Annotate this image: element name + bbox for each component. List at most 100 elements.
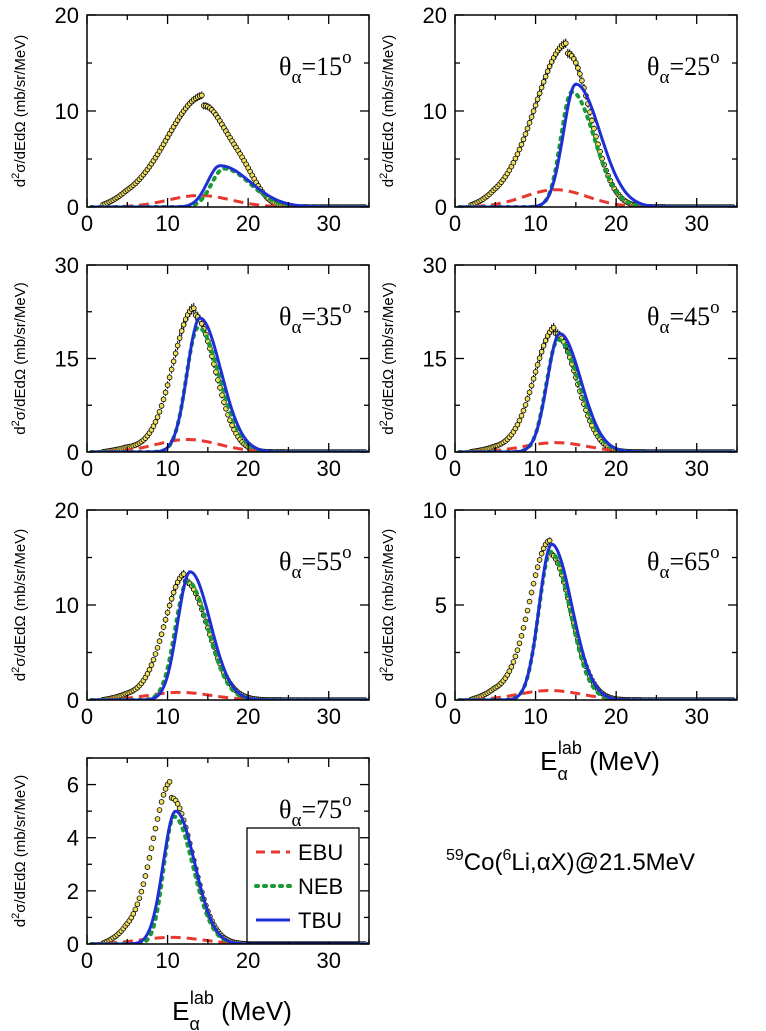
y-tick-label: 6 [67, 773, 79, 798]
exp-point [170, 358, 177, 365]
y-axis-label: d2σ/dEdΩ (mb/sr/MeV) [378, 282, 397, 434]
curve-tbu [459, 332, 737, 452]
theta: θ [279, 547, 291, 576]
x-tick-label: 20 [236, 948, 260, 973]
exp-point [516, 146, 523, 153]
angle-value: =55 [301, 547, 342, 576]
theta: θ [279, 302, 291, 331]
exp-point [180, 321, 187, 328]
ylabel-sup: 2 [378, 667, 390, 673]
exp-point [180, 571, 187, 577]
exp-point [168, 595, 175, 602]
x-tick-label: 10 [155, 704, 179, 729]
exp-point [575, 65, 581, 71]
y-tick-label: 0 [435, 688, 447, 713]
plot-frame [86, 509, 370, 701]
exp-point [540, 79, 547, 85]
exp-point [528, 589, 535, 596]
exp-point [146, 855, 153, 861]
exp-point [532, 102, 539, 108]
exp-point [172, 584, 179, 590]
exp-point [532, 572, 539, 578]
exp-point [530, 375, 537, 382]
exp-point [156, 638, 163, 644]
angle-value: =65 [669, 547, 710, 576]
exp-point [532, 368, 539, 375]
exp-point [518, 141, 525, 148]
x-tick-label: 30 [684, 704, 708, 729]
x-tick-label: 30 [316, 704, 340, 729]
panel-55: 0 10 20 30 0 10 20 d2σ/dEdΩ (mb/sr/MeV) θα=55o [10, 498, 370, 729]
y-tick-label: 30 [55, 253, 79, 278]
exp-point [542, 73, 549, 80]
y-tick-label: 0 [67, 688, 79, 713]
exp-point [577, 71, 583, 77]
xlabel-unit: (MeV) [582, 746, 660, 776]
ylabel-d: d [380, 673, 397, 681]
ylabel-main: σ/dEdΩ (mb/sr/MeV) [380, 35, 397, 173]
x-tick-label: 20 [236, 704, 260, 729]
degree: o [342, 790, 352, 811]
degree: o [710, 542, 720, 563]
ylabel-sup: 2 [10, 913, 22, 919]
theory-curves [89, 570, 369, 700]
exp-data-points [100, 91, 368, 207]
x-tick-label: 10 [155, 211, 179, 236]
plot-frame [86, 264, 370, 453]
x-tick-label: 20 [604, 456, 628, 481]
theory-curves [89, 316, 369, 452]
theta: θ [647, 547, 659, 576]
exp-point [514, 647, 521, 653]
exp-point [132, 906, 139, 913]
exp-point [162, 616, 169, 623]
ylabel-sup: 2 [10, 667, 22, 673]
x-tick-label: 20 [236, 211, 260, 236]
exp-point [522, 616, 529, 623]
exp-point [536, 355, 543, 361]
exp-point [166, 374, 173, 381]
y-tick-label: 2 [67, 879, 79, 904]
exp-point [579, 77, 585, 84]
exp-point [144, 864, 151, 870]
x-tick-label: 0 [449, 211, 461, 236]
reaction-rest: Li,αX)@21.5MeV [511, 849, 695, 876]
exp-point [518, 412, 525, 419]
exp-point [534, 362, 541, 368]
exp-point [199, 92, 205, 99]
ylabel-sup: 2 [10, 420, 22, 426]
x-tick-label: 0 [81, 948, 93, 973]
plot-frame [454, 14, 738, 208]
exp-point [178, 328, 185, 334]
exp-point [140, 881, 147, 887]
xlabel-unit: (MeV) [214, 996, 292, 1026]
exp-point [524, 396, 531, 402]
exp-point [136, 895, 143, 902]
y-axis-label: d2σ/dEdΩ (mb/sr/MeV) [10, 529, 29, 681]
y-tick-label: 15 [423, 347, 447, 372]
exp-point [530, 580, 537, 587]
exp-point [518, 633, 525, 639]
alpha-sub: α [291, 317, 301, 338]
exp-point [536, 90, 543, 97]
ylabel-main: σ/dEdΩ (mb/sr/MeV) [380, 282, 397, 420]
exp-point [154, 816, 161, 822]
exp-point [164, 382, 171, 388]
ylabel-main: σ/dEdΩ (mb/sr/MeV) [380, 529, 397, 667]
y-axis-label: d2σ/dEdΩ (mb/sr/MeV) [10, 35, 29, 187]
exp-point [538, 550, 545, 557]
alpha-sub: α [659, 317, 669, 338]
angle-value: =75 [301, 795, 342, 824]
x-tick-label: 0 [81, 211, 93, 236]
ylabel-d: d [12, 179, 29, 187]
x-tick-label: 10 [523, 456, 547, 481]
plot-frame [86, 757, 370, 945]
angle-value: =35 [301, 302, 342, 331]
plot-frame [454, 509, 738, 701]
exp-point [166, 778, 173, 785]
ylabel-d: d [12, 426, 29, 434]
angle-value: =25 [669, 52, 710, 81]
exp-point [168, 366, 175, 373]
exp-point [516, 417, 523, 424]
exp-point [544, 68, 551, 75]
x-tick-label: 20 [604, 211, 628, 236]
